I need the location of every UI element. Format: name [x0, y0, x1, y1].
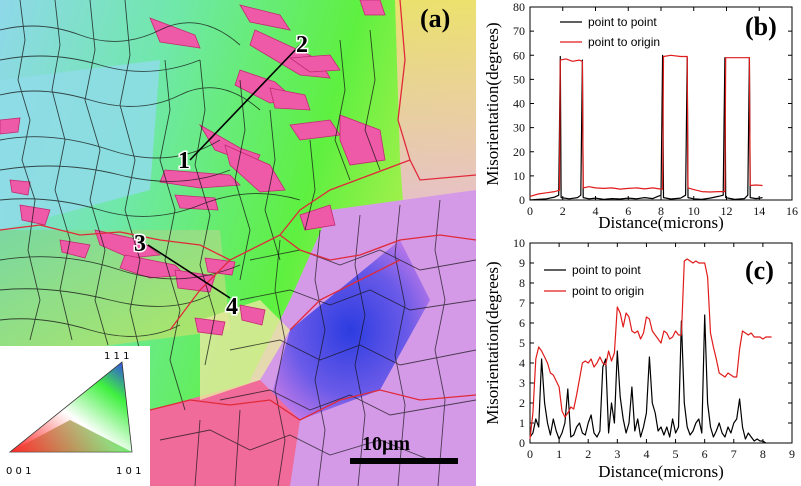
grain-boundaries	[0, 0, 381, 411]
chart-b-legend-point-to-origin: point to origin	[588, 35, 660, 49]
chart-c-series-point-to-point	[529, 314, 767, 444]
chart-c: 0 1 2 3 4 5 6 7 8 9 10 0 1 2 3 4 5 6 7 8 9 Misorientation(d…	[483, 236, 795, 481]
chart-c-y-tick-label: 3	[519, 376, 525, 390]
chart-c-x-tick-label: 6	[702, 447, 708, 461]
point-label-2: 2	[296, 32, 308, 58]
chart-b-y-tick-label: 70	[513, 24, 525, 38]
chart-b-x-axis: 0 2 4 6 8 10 12 14 16	[527, 7, 798, 218]
chart-b-x-tick-label: 16	[786, 204, 798, 218]
chart-c-series-point-to-origin	[529, 258, 772, 440]
chart-b-x-tick-label: 8	[658, 204, 664, 218]
chart-c-y-tick-label: 10	[513, 236, 525, 250]
chart-c-x-axis-title: Distance(microns)	[598, 462, 724, 481]
chart-b-x-tick-label: 4	[593, 204, 599, 218]
panel-b-label: (b)	[745, 12, 777, 41]
point-label-3: 3	[134, 231, 146, 257]
chart-c-y-tick-label: 0	[519, 436, 525, 450]
chart-b-y-axis: 0 10 20 30 40 50 60 70 80	[513, 0, 792, 207]
ipf-key-label-101: 1 0 1	[116, 466, 141, 477]
profile-line-3-4	[147, 244, 231, 299]
chart-b-x-tick-label: 2	[560, 204, 566, 218]
chart-b-legend-point-to-point: point to point	[588, 15, 657, 29]
chart-c-y-tick-label: 8	[519, 276, 525, 290]
grain-boundaries-lower	[159, 199, 476, 486]
scale-bar-line	[350, 458, 458, 464]
point-label-4: 4	[226, 294, 238, 320]
chart-c-x-axis: 0 1 2 3 4 5 6 7 8 9	[527, 243, 795, 461]
chart-c-y-tick-label: 9	[519, 256, 525, 270]
panel-a-label: (a)	[420, 4, 450, 33]
chart-c-x-tick-label: 1	[556, 447, 562, 461]
chart-b-y-tick-label: 60	[513, 48, 525, 62]
chart-b-y-tick-label: 20	[513, 145, 525, 159]
chart-b-y-axis-title: Misorientation(degrees)	[483, 22, 502, 185]
profile-line-1-2	[189, 44, 301, 161]
chart-c-y-tick-label: 7	[519, 296, 525, 310]
chart-b-y-tick-label: 30	[513, 121, 525, 135]
chart-b-x-tick-label: 0	[527, 204, 533, 218]
chart-b-y-tick-label: 0	[519, 193, 525, 207]
chart-c-y-tick-label: 1	[519, 416, 525, 430]
chart-b-x-tick-label: 12	[721, 204, 733, 218]
chart-c-legend: point to point point to origin	[544, 263, 644, 298]
chart-b-series-point-to-origin	[529, 54, 763, 197]
chart-c-y-tick-label: 5	[519, 336, 525, 350]
chart-c-legend-point-to-origin: point to origin	[572, 284, 644, 298]
chart-c-x-tick-label: 7	[731, 447, 737, 461]
chart-b: 0 10 20 30 40 50 60 70 80 0 2 4 6 8 10 12 14 16 Misorien…	[483, 0, 798, 232]
chart-c-y-tick-label: 4	[519, 356, 525, 370]
chart-b-y-tick-label: 80	[513, 0, 525, 14]
chart-c-x-tick-label: 4	[643, 447, 649, 461]
chart-b-y-tick-label: 40	[513, 97, 525, 111]
point-label-1: 1	[178, 148, 190, 174]
high-angle-boundaries	[0, 0, 476, 421]
pink-bottom-region	[150, 380, 300, 486]
chart-c-x-tick-label: 2	[585, 447, 591, 461]
chart-b-y-tick-label: 10	[513, 169, 525, 183]
chart-c-x-tick-label: 8	[760, 447, 766, 461]
chart-c-x-tick-label: 5	[673, 447, 679, 461]
chart-c-x-tick-label: 3	[614, 447, 620, 461]
chart-b-x-tick-label: 14	[753, 204, 765, 218]
chart-b-y-tick-label: 50	[513, 72, 525, 86]
chart-b-series	[529, 54, 763, 201]
ipf-key-shading	[10, 420, 132, 452]
chart-b-x-axis-title: Distance(microns)	[598, 213, 724, 232]
chart-b-x-tick-label: 6	[625, 204, 631, 218]
ipf-key-label-001: 0 0 1	[6, 466, 31, 477]
chart-c-legend-point-to-point: point to point	[572, 263, 641, 277]
chart-c-x-tick-label: 0	[527, 447, 533, 461]
chart-c-x-tick-label: 9	[789, 447, 795, 461]
scale-bar-label: 10μm	[362, 433, 410, 455]
chart-c-y-axis: 0 1 2 3 4 5 6 7 8 9 10	[513, 236, 792, 450]
ebsd-map-panel: 1 1 1 0 0 1 1 0 1 1 2 3 4 (a) 10μm	[0, 0, 476, 486]
ipf-key: 1 1 1 0 0 1 1 0 1	[0, 346, 150, 486]
ipf-key-label-111: 1 1 1	[104, 351, 129, 362]
chart-c-y-tick-label: 2	[519, 396, 525, 410]
panel-c-label: (c)	[745, 256, 774, 285]
chart-c-y-axis-title: Misorientation(degrees)	[483, 261, 502, 424]
chart-b-x-tick-label: 10	[688, 204, 700, 218]
blue-region	[270, 240, 430, 420]
chart-b-legend: point to point point to origin	[560, 15, 660, 49]
chart-c-y-tick-label: 6	[519, 316, 525, 330]
ebsd-map: 1 1 1 0 0 1 1 0 1 1 2 3 4 (a) 10μm	[0, 0, 476, 486]
cyan-region	[0, 60, 160, 230]
chart-c-series	[529, 258, 772, 444]
scale-bar: 10μm	[350, 433, 458, 464]
